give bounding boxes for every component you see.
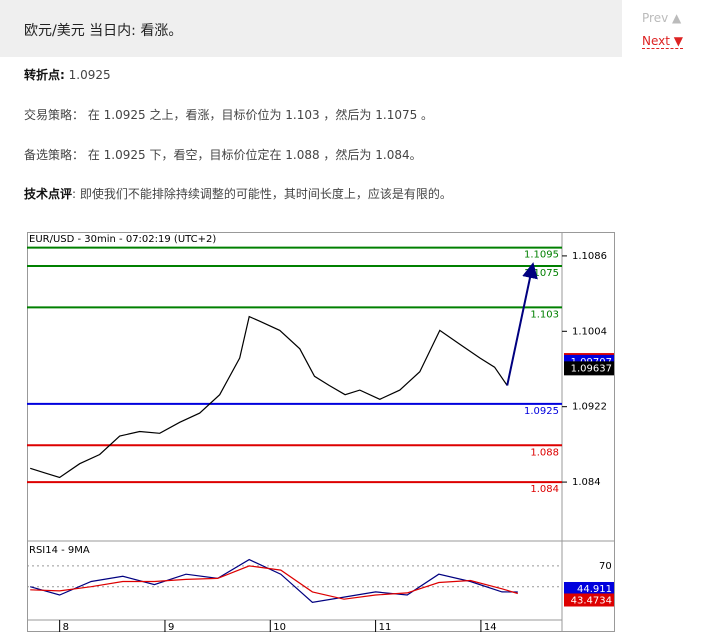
y-tick-label: 1.1004 [572,326,607,337]
paragraph-lead: 技术点评 [24,187,73,201]
rsi-tag [564,593,614,607]
frame [27,232,615,632]
rsi-line [30,565,518,600]
y-tick-label: 1.0922 [572,402,607,413]
price-tag [564,361,614,376]
rsi-title: RSI14 - 9MA [29,545,90,556]
paragraph: 交易策略： 在 1.0925 之上，看涨，目标价位为 1.103 ，然后为 1.… [24,106,433,123]
y-tick-label: 1.1086 [572,251,607,262]
x-tick-label: 8 [63,622,69,632]
rsi-tag [564,581,614,595]
price-line [30,315,508,479]
x-tick-label: 9 [168,622,174,632]
paragraph-text: 1.0925 [64,68,111,82]
level-label: 1.0925 [524,406,559,417]
header-title: 欧元/美元 当日内: 看涨。 [24,23,183,39]
paragraph: 备选策略： 在 1.0925 下，看空，目标价位定在 1.088 ，然后为 1.… [24,146,422,163]
chart-title: EUR/USD - 30min - 07:02:19 (UTC+2) [29,234,216,245]
level-label: 1.1075 [524,268,559,279]
level-label: 1.084 [530,484,559,495]
level-label: 1.103 [530,309,559,320]
paragraph: 转折点: 1.0925 [24,66,111,83]
paragraph-text: 在 1.0925 之上，看涨，目标价位为 1.103 ，然后为 1.1075 。 [84,108,434,122]
x-tick-label: 11 [379,622,392,632]
rsi-tag-label: 44.911 [577,584,612,595]
paragraph-lead: 交易策略： [24,108,85,122]
projection-arrow [506,262,538,386]
level-label: 1.1095 [524,250,559,261]
rsi-tag-label: 43.4734 [571,595,612,606]
level-label: 1.088 [530,447,559,458]
paragraph-lead: 转折点: [24,68,65,82]
y-tick-label: 1.084 [572,477,601,488]
rsi-line [30,558,518,603]
paragraph-lead: 备选策略： [24,148,85,162]
header: 欧元/美元 当日内: 看涨。 [0,0,622,57]
x-tick-label: 14 [484,622,497,632]
prev-link[interactable]: Prev ▲ [642,11,682,25]
chart: EUR/USD - 30min - 07:02:19 (UTC+2) RSI14… [27,232,615,632]
next-link[interactable]: Next ▼ [642,34,683,49]
paragraph-text: : 即使我们不能排除持续调整的可能性，其时间长度上，应该是有限的。 [72,187,452,201]
price-tag-label: 1.09637 [571,363,612,374]
paragraph: 技术点评: 即使我们不能排除持续调整的可能性，其时间长度上，应该是有限的。 [24,185,452,202]
paragraph-text: 在 1.0925 下，看空，目标价位定在 1.088 ，然后为 1.084。 [84,148,422,162]
rsi-tick-label: 70 [599,561,612,572]
x-tick-label: 10 [273,622,286,632]
